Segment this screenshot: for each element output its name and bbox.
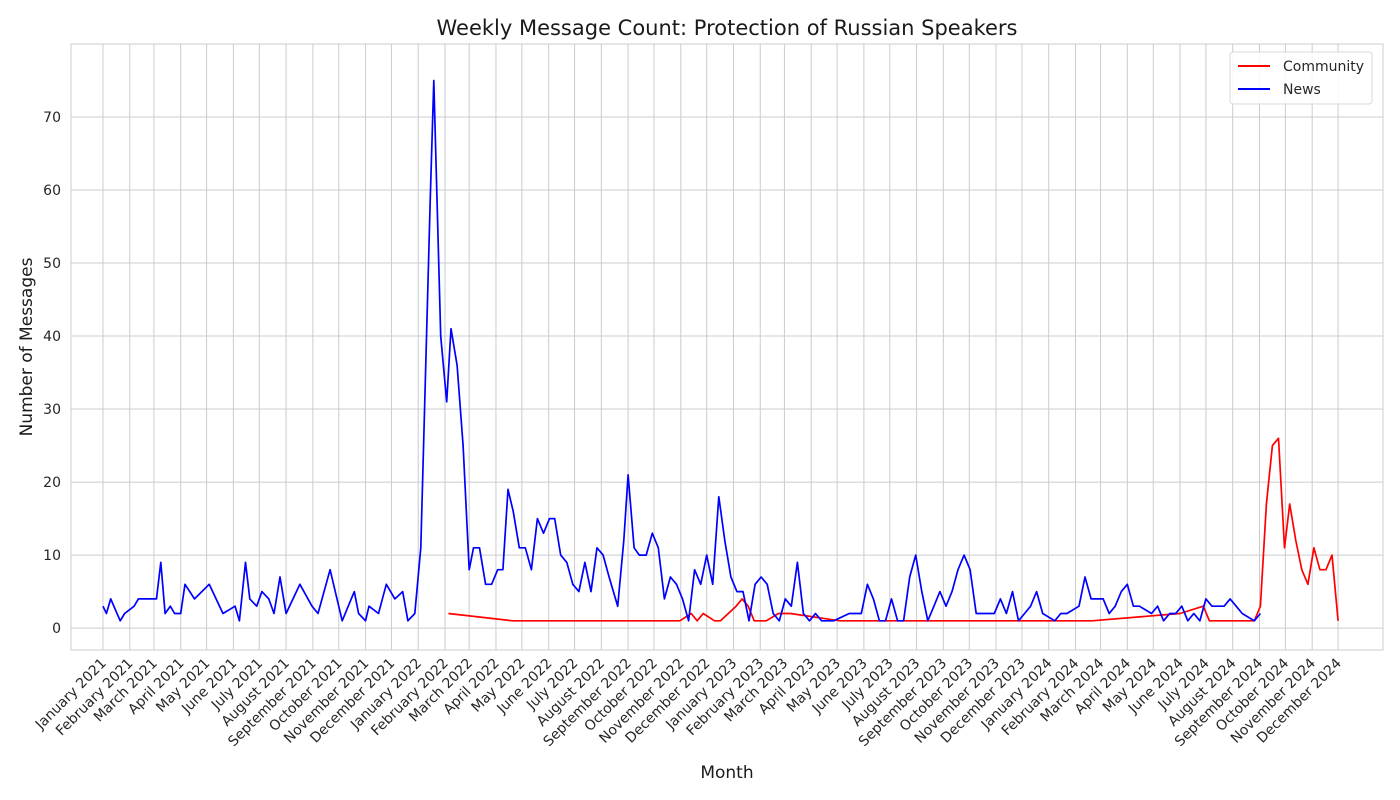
y-tick-label: 60 [43,183,61,199]
y-tick-label: 30 [43,402,61,418]
y-axis-label: Number of Messages [17,257,37,436]
y-tick-labels: 0 10 20 30 40 50 60 70 [43,110,61,637]
grid [71,44,1383,650]
y-tick-label: 20 [43,475,61,491]
chart-title: Weekly Message Count: Protection of Russ… [436,16,1017,40]
plot-frame [70,43,1384,651]
y-tick-label: 70 [43,110,61,126]
y-tick-label: 50 [43,256,61,272]
legend-label-news: News [1283,82,1321,98]
legend: Community News [1229,51,1373,105]
series-line-news [102,79,1262,622]
y-tick-label: 0 [52,621,61,637]
series-line-community [448,437,1339,622]
series-lines [102,79,1339,622]
x-axis-label: Month [700,763,753,783]
y-tick-label: 40 [43,329,61,345]
legend-label-community: Community [1283,59,1364,75]
y-tick-label: 10 [43,548,61,564]
